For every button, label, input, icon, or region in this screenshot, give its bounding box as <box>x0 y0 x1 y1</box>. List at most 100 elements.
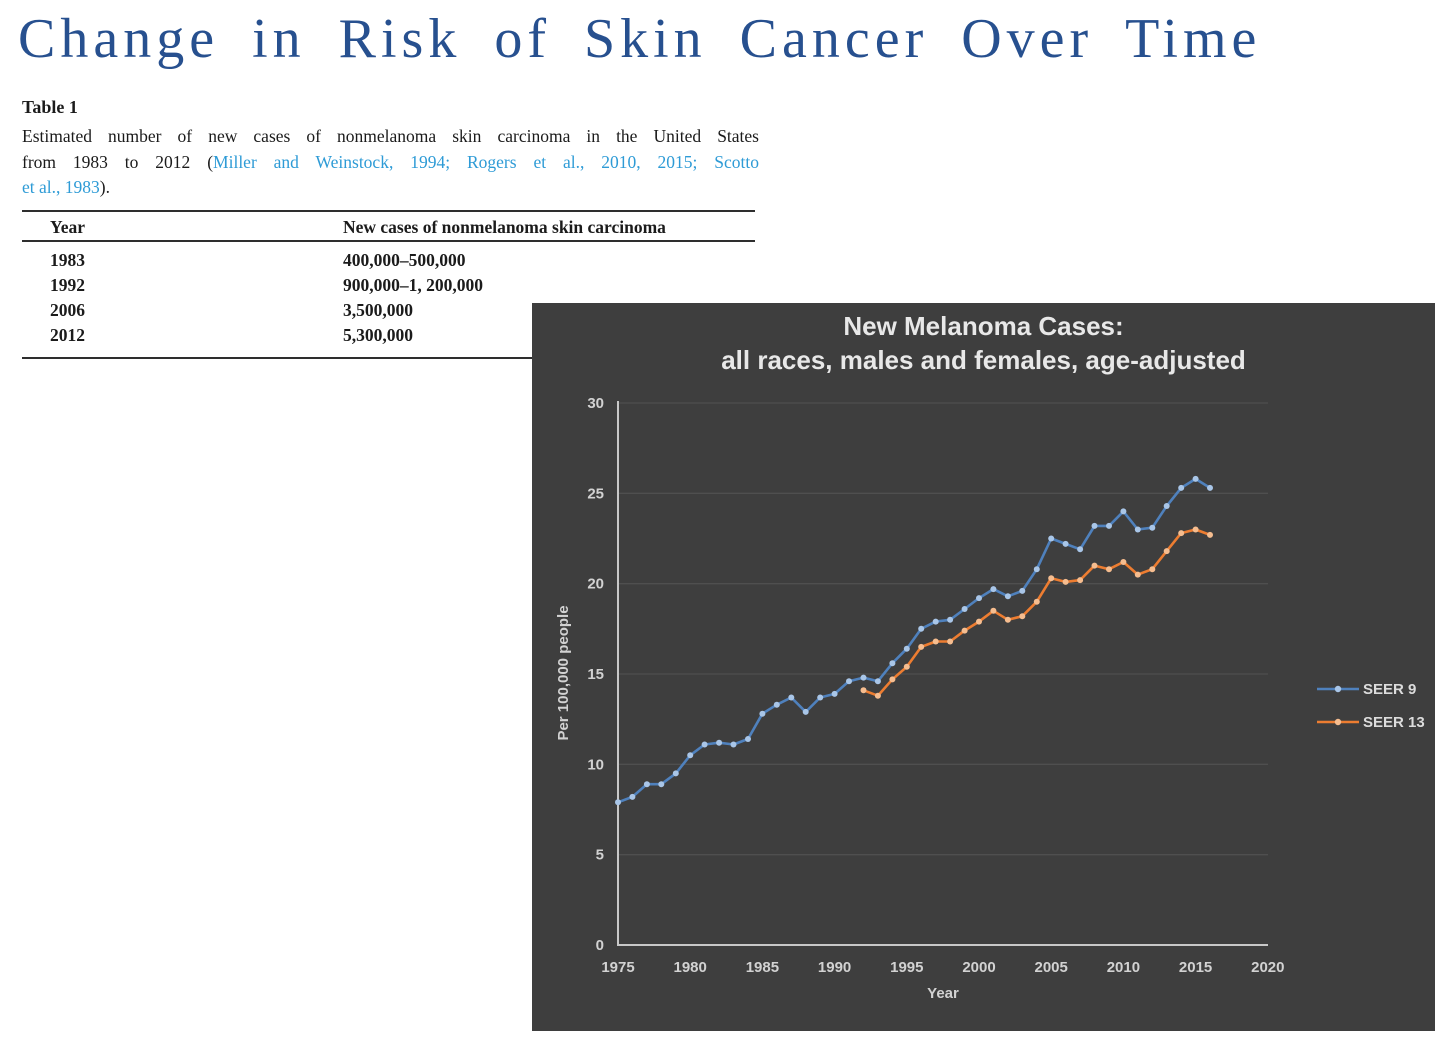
x-tick-label: 2005 <box>1035 959 1068 976</box>
x-tick-label: 1995 <box>890 959 923 976</box>
table-caption-line: et al., 1983). <box>22 175 759 201</box>
cell-new-cases: 400,000–500,000 <box>343 250 466 270</box>
data-point-marker <box>1062 578 1069 585</box>
data-point-marker <box>831 690 838 697</box>
data-point-marker <box>874 678 881 685</box>
data-point-marker <box>903 645 910 652</box>
table-rule-header <box>22 240 755 242</box>
legend-label-seer-9: SEER 9 <box>1363 681 1416 698</box>
data-point-marker <box>860 674 867 681</box>
legend-label-seer-13: SEER 13 <box>1363 714 1425 731</box>
data-point-marker <box>1004 593 1011 600</box>
data-point-marker <box>1106 566 1112 573</box>
data-point-marker <box>1149 566 1156 573</box>
data-point-marker <box>1048 535 1055 542</box>
y-tick-label: 15 <box>587 666 604 683</box>
legend-marker <box>1334 685 1342 693</box>
cell-year: 1983 <box>50 250 85 270</box>
y-tick-label: 30 <box>587 395 604 412</box>
data-point-marker <box>1091 562 1098 569</box>
data-point-marker <box>1019 613 1026 620</box>
data-point-marker <box>658 781 665 788</box>
column-header-year: Year <box>50 217 85 237</box>
cell-year: 2012 <box>50 325 85 345</box>
data-point-marker <box>802 708 809 715</box>
data-point-marker <box>918 643 925 650</box>
y-tick-label: 0 <box>596 937 604 954</box>
data-point-marker <box>1178 484 1185 491</box>
data-point-marker <box>730 741 737 748</box>
data-point-marker <box>1134 571 1141 578</box>
data-point-marker <box>1163 503 1170 509</box>
data-point-marker <box>976 618 982 625</box>
chart-plot-area: 0 5 10 15 20 25 30 1975 1980 1985 1990 1995 2000 2005… <box>555 395 1425 1002</box>
data-point-marker <box>932 638 939 645</box>
data-point-marker <box>1134 526 1141 533</box>
x-tick-label: 1975 <box>601 959 634 976</box>
cell-new-cases: 5,300,000 <box>343 325 413 345</box>
y-tick-label: 20 <box>587 576 604 593</box>
x-tick-label: 2015 <box>1179 959 1212 976</box>
data-point-marker <box>1192 526 1199 533</box>
data-point-marker <box>1077 546 1084 553</box>
data-point-marker <box>1077 577 1084 584</box>
data-point-marker <box>903 663 910 670</box>
series-line-seer-9 <box>616 477 1212 804</box>
data-point-marker <box>932 618 939 625</box>
table-rule-top <box>22 210 755 212</box>
x-axis-title: Year <box>927 985 959 1002</box>
data-point-marker <box>1033 566 1040 573</box>
x-tick-label: 2010 <box>1107 959 1140 976</box>
data-point-marker <box>615 799 621 806</box>
caption-text: ). <box>99 177 110 197</box>
data-point-marker <box>1120 508 1127 515</box>
data-point-marker <box>745 736 751 742</box>
x-tick-label: 2000 <box>962 959 995 976</box>
table-header-row: Year New cases of nonmelanoma skin carci… <box>22 214 755 240</box>
y-axis-title: Per 100,000 people <box>555 605 572 740</box>
data-point-marker <box>701 741 708 748</box>
data-point-marker <box>874 692 881 699</box>
data-point-marker <box>788 694 795 701</box>
caption-text: from 1983 to 2012 ( <box>22 151 214 172</box>
data-point-marker <box>860 687 867 694</box>
data-point-marker <box>961 606 968 612</box>
data-point-marker <box>918 625 925 632</box>
caption-text: Estimated number of new cases of nonmela… <box>22 126 759 146</box>
chart-subtitle: all races, males and females, age-adjust… <box>721 345 1246 375</box>
table-body: 1983 400,000–500,000 1992 900,000–1, 200,00… <box>22 248 755 348</box>
data-point-marker <box>1149 524 1156 531</box>
data-point-marker <box>672 770 679 777</box>
data-point-marker <box>1048 575 1055 582</box>
cell-year: 2006 <box>50 300 85 320</box>
data-point-marker <box>687 752 694 759</box>
y-tick-label: 10 <box>587 756 604 773</box>
x-tick-label: 1985 <box>746 959 779 976</box>
x-tick-label: 2020 <box>1251 959 1284 976</box>
table-row: 1983 400,000–500,000 <box>22 248 755 273</box>
data-point-marker <box>1019 587 1026 594</box>
cell-new-cases: 900,000–1, 200,000 <box>343 275 483 295</box>
data-point-marker <box>846 678 852 685</box>
table-caption-line: Estimated number of new cases of nonmela… <box>22 124 759 150</box>
data-point-marker <box>1178 530 1185 537</box>
data-point-marker <box>889 660 896 667</box>
data-point-marker <box>947 616 954 623</box>
data-point-marker <box>1033 598 1040 605</box>
melanoma-chart: New Melanoma Cases: all races, males and… <box>532 303 1435 1031</box>
x-tick-label: 1980 <box>674 959 707 976</box>
citation-link[interactable]: Miller and Weinstock, 1994; Rogers et al… <box>213 151 759 172</box>
table-label: Table 1 <box>22 97 78 117</box>
data-point-marker <box>759 710 766 717</box>
table-row: 1992 900,000–1, 200,000 <box>22 273 755 298</box>
citation-link[interactable]: et al., 1983 <box>22 177 100 197</box>
data-point-marker <box>990 586 997 593</box>
data-point-marker <box>1207 484 1213 491</box>
data-point-marker <box>1192 475 1199 482</box>
data-point-marker <box>1207 531 1213 538</box>
data-point-marker <box>716 739 723 746</box>
data-point-marker <box>1106 522 1112 529</box>
data-point-marker <box>817 694 824 701</box>
data-point-marker <box>961 627 968 634</box>
chart-title: New Melanoma Cases: <box>843 311 1124 341</box>
